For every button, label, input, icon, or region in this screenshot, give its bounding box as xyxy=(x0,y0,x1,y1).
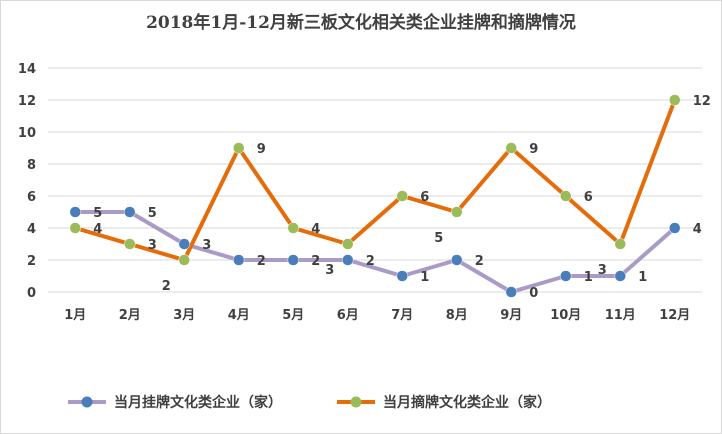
series-1-point xyxy=(614,270,626,282)
x-tick-label: 9月 xyxy=(500,308,522,323)
legend-marker-2 xyxy=(350,396,362,408)
series-1-data-label: 2 xyxy=(257,254,266,269)
series-2-data-label: 2 xyxy=(162,279,171,294)
series-1-data-label: 2 xyxy=(475,254,484,269)
series-2-data-label: 6 xyxy=(584,190,593,205)
series-1-data-label: 0 xyxy=(529,286,538,301)
x-tick-label: 7月 xyxy=(391,308,413,323)
series-2-point xyxy=(669,94,681,106)
x-tick-label: 11月 xyxy=(605,308,636,323)
legend: 当月挂牌文化类企业（家） 当月摘牌文化类企业（家） xyxy=(68,394,551,411)
x-tick-label: 3月 xyxy=(173,308,195,323)
x-tick-label: 5月 xyxy=(282,308,304,323)
series-2-data-label: 9 xyxy=(257,142,266,157)
series-1-point xyxy=(669,222,681,234)
series-2-point xyxy=(396,190,408,202)
x-tick-label: 10月 xyxy=(550,308,581,323)
series-2-point xyxy=(342,238,354,250)
x-tick-label: 1月 xyxy=(64,308,86,323)
y-tick-label: 2 xyxy=(27,254,36,269)
series-1-point xyxy=(287,254,299,266)
series-1-data-label: 1 xyxy=(638,270,647,285)
series-1-data-label: 1 xyxy=(420,270,429,285)
series-2-data-label: 12 xyxy=(693,94,711,109)
series-1-point xyxy=(69,206,81,218)
series-2-point xyxy=(505,142,517,154)
series-2-data-label: 4 xyxy=(93,222,102,237)
series-1-data-label: 4 xyxy=(693,222,702,237)
series-2-data-label: 3 xyxy=(148,238,157,253)
series-1-data-label: 1 xyxy=(584,270,593,285)
x-tick-label: 8月 xyxy=(446,308,468,323)
series-1-point xyxy=(342,254,354,266)
series-1-point xyxy=(505,286,517,298)
series-2-point xyxy=(124,238,136,250)
series-2-data-label: 3 xyxy=(325,263,334,278)
gridlines xyxy=(48,67,702,293)
y-tick-label: 12 xyxy=(18,94,36,109)
x-tick-label: 12月 xyxy=(659,308,690,323)
y-tick-label: 8 xyxy=(27,158,36,173)
series-line-2 xyxy=(74,99,677,262)
y-tick-label: 0 xyxy=(27,286,36,301)
series-1-point xyxy=(233,254,245,266)
y-axis-ticks: 0 2 4 6 8 10 12 14 xyxy=(18,62,36,301)
series-2-point xyxy=(178,254,190,266)
legend-label-2: 当月摘牌文化类企业（家） xyxy=(383,394,551,411)
series-1-point xyxy=(560,270,572,282)
series-2-point xyxy=(614,238,626,250)
x-axis-ticks: 1月 2月 3月 4月 5月 6月 7月 8月 9月 10月 11月 12月 xyxy=(64,308,690,323)
series-1-data-label: 2 xyxy=(311,254,320,269)
series-1-point xyxy=(396,270,408,282)
series-1-data-label: 3 xyxy=(202,238,211,253)
y-tick-label: 6 xyxy=(27,190,36,205)
series-1-data-label: 5 xyxy=(93,206,102,221)
y-tick-label: 10 xyxy=(18,126,36,141)
series-2-point xyxy=(233,142,245,154)
series-1-data-label: 5 xyxy=(148,206,157,221)
legend-marker-1 xyxy=(81,396,93,408)
series-2-data-label: 4 xyxy=(311,222,320,237)
x-tick-label: 6月 xyxy=(337,308,359,323)
series-1-data-label: 2 xyxy=(366,254,375,269)
series-2-data-label: 6 xyxy=(420,190,429,205)
series-layer xyxy=(69,94,681,298)
series-line-1 xyxy=(75,210,677,294)
y-tick-label: 4 xyxy=(27,222,36,237)
series-2-data-label: 5 xyxy=(434,231,443,246)
legend-label-1: 当月挂牌文化类企业（家） xyxy=(114,394,282,411)
series-2-point xyxy=(69,222,81,234)
series-1-point xyxy=(451,254,463,266)
series-2-data-label: 9 xyxy=(529,142,538,157)
series-1-point xyxy=(178,238,190,250)
series-2-point xyxy=(560,190,572,202)
y-tick-label: 14 xyxy=(18,62,36,77)
series-2-point xyxy=(451,206,463,218)
x-tick-label: 4月 xyxy=(228,308,250,323)
series-2-point xyxy=(287,222,299,234)
series-2-data-label: 3 xyxy=(598,263,607,278)
chart-title: 2018年1月-12月新三板文化相关类企业挂牌和摘牌情况 xyxy=(146,13,576,33)
series-1-point xyxy=(124,206,136,218)
x-tick-label: 2月 xyxy=(119,308,141,323)
